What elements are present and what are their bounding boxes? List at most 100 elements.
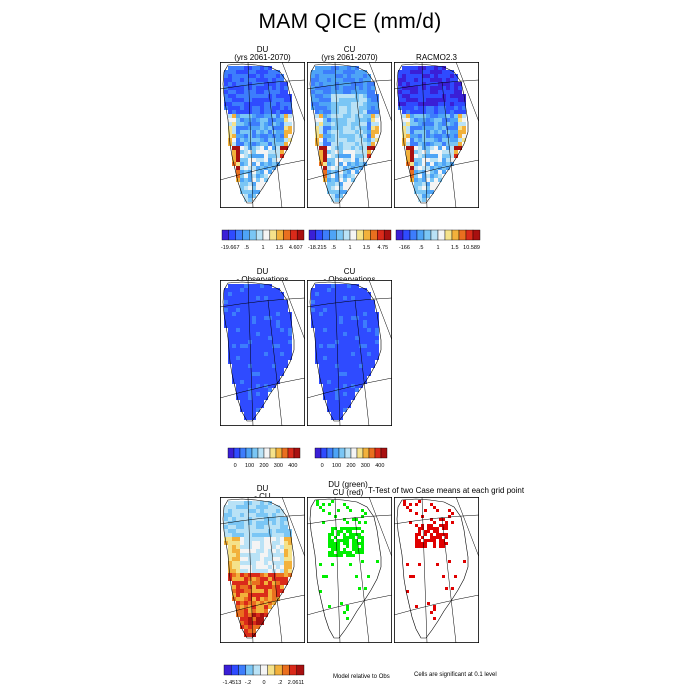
map-graticule — [220, 62, 305, 208]
colorbar-swatch — [260, 664, 268, 676]
map-graticule — [220, 280, 305, 426]
panel-title-line2: - Observations — [323, 275, 376, 284]
colorbar-swatch — [458, 229, 467, 241]
panel-background — [394, 497, 479, 643]
map-panel-significance-du — [307, 497, 392, 643]
colorbar-swatch — [444, 229, 453, 241]
colorbar-swatch — [262, 229, 271, 241]
colorbar-swatch — [269, 447, 277, 459]
panel-frame — [220, 497, 305, 643]
panel-frame — [307, 280, 392, 426]
ice-field-cells — [311, 284, 379, 420]
significance-cells — [403, 500, 466, 620]
map-panel-cu-obs — [307, 280, 392, 426]
colorbar-tick-label: 1.5 — [276, 245, 284, 251]
colorbar-tick-label: 100 — [332, 463, 341, 469]
panel-title-line1: CU — [343, 45, 356, 54]
colorbar-tick-label: 300 — [274, 463, 283, 469]
map-graticule — [307, 497, 392, 643]
colorbar-tick-label: 1.5 — [363, 245, 371, 251]
colorbar-swatch — [344, 447, 352, 459]
map-graticule — [307, 62, 392, 208]
coastline — [222, 498, 295, 639]
significance-cells — [316, 500, 379, 620]
colorbar-swatch — [409, 229, 418, 241]
colorbar-swatch — [227, 447, 235, 459]
colorbar-swatch — [231, 664, 239, 676]
map-panel-du — [220, 62, 305, 208]
colorbar-swatch — [465, 229, 474, 241]
page-title: MAM QICE (mm/d) — [258, 10, 442, 33]
coastline — [396, 63, 469, 204]
colorbar-cu: -18.215 .5 1 1.5 4.75 — [308, 229, 392, 251]
colorbar-swatch — [336, 229, 344, 241]
ice-field-cells — [398, 66, 466, 202]
map-graticule — [307, 280, 392, 426]
colorbar-swatch — [395, 229, 404, 241]
colorbar-swatch — [370, 229, 378, 241]
panel-title-du-obs: DU - Observations — [220, 268, 305, 284]
colorbar-cu-obs: 0 100 200 300 400 — [314, 447, 388, 469]
colorbar-swatch — [368, 447, 376, 459]
panel-title-line2: - CU — [254, 492, 271, 501]
colorbar-swatch — [320, 447, 328, 459]
colorbar-tick-label: -19.667 — [221, 245, 240, 251]
colorbar-swatch — [296, 664, 305, 676]
map-graticule — [220, 497, 305, 643]
colorbar-tick-label: 1 — [348, 245, 351, 251]
colorbar-tick-label: 0 — [234, 463, 237, 469]
note-model-relative: Model relative to Obs — [333, 674, 390, 680]
panel-title-line1: DU — [256, 484, 269, 493]
colorbar-swatch — [338, 447, 346, 459]
map-graticule — [394, 497, 479, 643]
colorbar-swatch — [329, 229, 337, 241]
colorbar-swatch — [416, 229, 425, 241]
colorbar-swatch — [242, 229, 250, 241]
colorbar-swatch — [290, 229, 298, 241]
colorbar-tick-label: .2 — [278, 680, 283, 686]
panel-title-line2: - Observations — [236, 275, 289, 284]
ttest-title-text: T-Test of two Case means at each grid po… — [368, 486, 525, 495]
colorbar-swatch — [287, 447, 295, 459]
colorbar-swatch — [275, 447, 283, 459]
colorbar-swatch — [332, 447, 340, 459]
colorbar-tick-label: .5 — [331, 245, 336, 251]
panel-title-ttest: DU (green) CU (red) — [318, 481, 378, 497]
panel-title-line1: DU — [256, 45, 269, 54]
colorbar-tick-label: .5 — [419, 245, 424, 251]
colorbar-tick-label: 200 — [346, 463, 355, 469]
colorbar-swatch — [255, 229, 264, 241]
colorbar-swatch — [380, 447, 388, 459]
colorbar-tick-label: 200 — [259, 463, 268, 469]
colorbar-swatch — [235, 229, 243, 241]
colorbar-tick-label: 400 — [375, 463, 384, 469]
colorbar-swatch — [402, 229, 411, 241]
colorbar-tick-label: 1 — [261, 245, 264, 251]
colorbar-swatch — [257, 447, 265, 459]
colorbar-swatch — [221, 229, 230, 241]
colorbar-swatch — [296, 229, 305, 241]
panel-title-cu-1: CU (yrs 2061-2070) — [307, 46, 392, 62]
map-panel-du-obs — [220, 280, 305, 426]
colorbar-swatch — [362, 447, 370, 459]
panel-title-racmo: RACMO2.3 — [394, 54, 479, 62]
colorbar-tick-label: 2.0611 — [288, 680, 304, 686]
panel-background — [307, 497, 392, 643]
colorbar-swatch — [342, 229, 351, 241]
coastline — [222, 281, 295, 422]
colorbar-swatch — [245, 447, 253, 459]
colorbar-tick-label: 1.5 — [451, 245, 459, 251]
colorbar-swatch — [308, 229, 317, 241]
colorbar-tick-label: .5 — [244, 245, 249, 251]
colorbar-tick-label: 400 — [288, 463, 297, 469]
map-graticule — [394, 62, 479, 208]
colorbar-swatch — [223, 664, 232, 676]
colorbar-swatch — [430, 229, 439, 241]
colorbar-swatch — [238, 664, 247, 676]
colorbar-tick-label: -1.4513 — [223, 680, 242, 686]
colorbar-du-obs: 0 100 200 300 400 — [227, 447, 301, 469]
colorbar-tick-label: 4.75 — [377, 245, 388, 251]
colorbar-swatch — [314, 447, 322, 459]
panel-title-du-1: DU (yrs 2061-2070) — [220, 46, 305, 62]
colorbar-swatch — [322, 229, 330, 241]
